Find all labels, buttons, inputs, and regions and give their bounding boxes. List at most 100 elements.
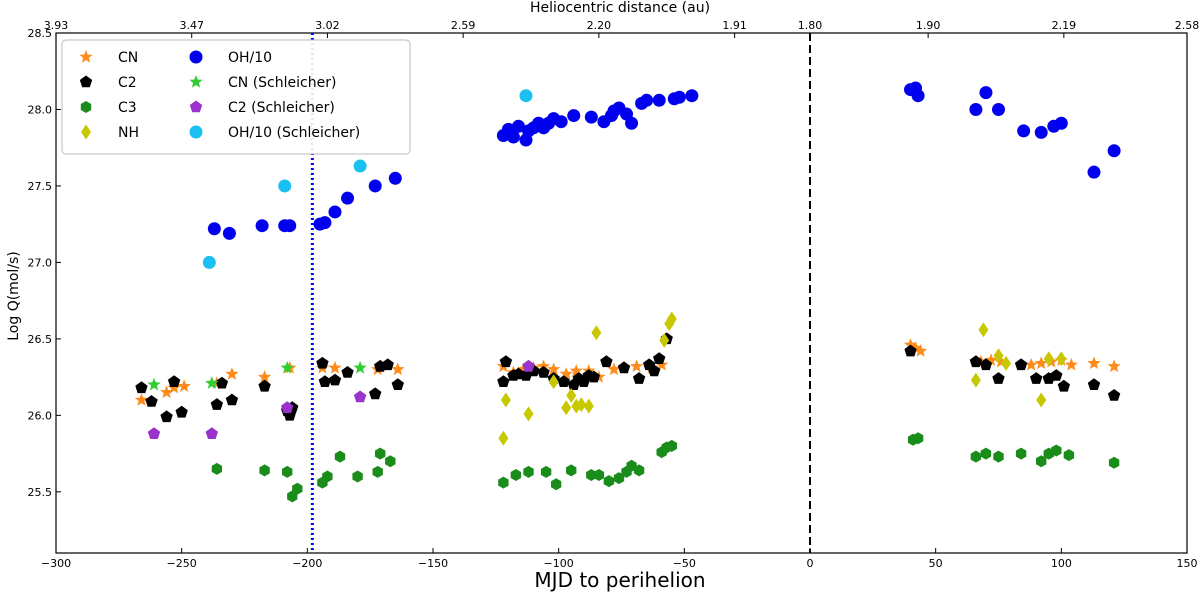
point-oh-10 [1034,125,1048,139]
point-c2 [341,366,354,378]
point-c2 [648,364,661,377]
point-c2 [537,366,550,378]
point-cn [1064,357,1078,371]
point-oh-10-schleicher [278,179,292,193]
point-c2 [992,372,1005,384]
point-nh [666,311,677,327]
point-c3 [980,447,992,460]
point-cn [1107,359,1121,373]
point-nh [591,325,602,341]
point-oh-10 [584,110,598,124]
point-cn [225,367,239,380]
point-cn [629,359,644,373]
x-tick-label: 50 [929,557,943,570]
point-c2 [587,370,600,383]
point-c2 [318,375,332,387]
point-oh-10 [640,93,654,107]
point-nh [659,332,670,348]
point-c2 [391,378,404,390]
point-cn [134,393,149,406]
series-nh [498,311,1067,446]
point-c3 [633,464,645,477]
point-cn [177,379,191,392]
point-c2 [225,393,239,406]
point-c2 [160,410,173,423]
point-c3 [259,464,270,477]
series-oh-10-schleicher [202,89,533,269]
point-c2 [904,344,917,357]
point-cn [536,359,551,373]
point-oh-10 [368,179,382,193]
top-axis-label: Heliocentric distance (au) [530,0,710,16]
point-c3 [211,462,222,475]
point-c2 [381,358,394,371]
x-tick-label: −50 [673,557,696,570]
point-c3 [540,465,552,478]
point-c3 [322,470,333,483]
point-c3 [372,465,383,478]
point-oh-10 [1017,124,1031,138]
x-tick-label: 100 [1051,557,1072,570]
point-cn [391,362,405,376]
point-oh-10 [652,93,666,107]
point-cn [913,344,928,357]
series-c2-schleicher [147,359,535,439]
point-c3 [1015,447,1027,460]
point-c2 [1050,369,1063,381]
legend-label-nh: NH [118,125,139,141]
point-oh-10 [979,86,993,100]
point-c2 [979,358,993,371]
legend-label-oh-10-schleicher: OH/10 (Schleicher) [228,125,360,141]
point-nh [548,374,559,390]
point-nh [523,406,534,422]
x-tick-label: −250 [167,557,197,570]
legend-marker-oh-10-schleicher [189,125,203,139]
point-c3 [287,490,298,503]
legend-label-c2: C2 [118,75,137,91]
point-nh [1001,355,1012,371]
point-c2 [369,387,382,400]
point-c2 [215,376,229,389]
point-c2 [969,355,983,368]
point-c3 [1063,449,1075,462]
point-c2 [328,373,342,386]
point-c3 [566,464,577,477]
point-cn [1034,356,1048,369]
legend-label-c3: C3 [118,100,137,116]
top-tick-label: 3.47 [179,19,204,32]
point-cn [516,362,531,376]
point-oh-10 [283,219,297,233]
point-cn-schleicher [205,376,219,389]
point-c3 [912,432,924,445]
point-oh-10 [567,109,581,123]
point-c3 [603,475,615,488]
y-tick-label: 26.5 [28,333,53,346]
point-oh-10 [318,216,332,230]
point-c2 [1014,358,1028,371]
point-nh [583,398,594,414]
point-oh-10 [992,102,1005,116]
point-c2-schleicher [147,427,161,439]
legend-marker-oh-10 [189,50,203,64]
point-c3 [993,450,1004,463]
point-nh [1036,392,1047,408]
x-axis-label: MJD to perihelion [534,568,705,592]
series-c2 [135,332,1121,423]
point-nh [1056,351,1067,367]
point-cn-schleicher [353,360,367,374]
point-c2-schleicher [281,401,294,413]
point-c3 [970,450,982,463]
x-tick-label: −300 [41,557,71,570]
y-tick-label: 27.5 [28,180,53,193]
point-c2 [175,405,188,418]
point-cn [569,364,583,377]
point-c2 [617,361,631,374]
point-nh [1043,351,1054,367]
point-c2 [135,381,148,394]
y-tick-label: 25.5 [28,486,53,499]
data-points [134,81,1121,503]
point-c3 [551,478,562,491]
legend: CN C2 C3 NH OH/10 CN (Schleicher) C2 (Schleich… [61,39,411,155]
point-oh-10 [672,90,686,104]
point-c2 [1057,379,1070,392]
